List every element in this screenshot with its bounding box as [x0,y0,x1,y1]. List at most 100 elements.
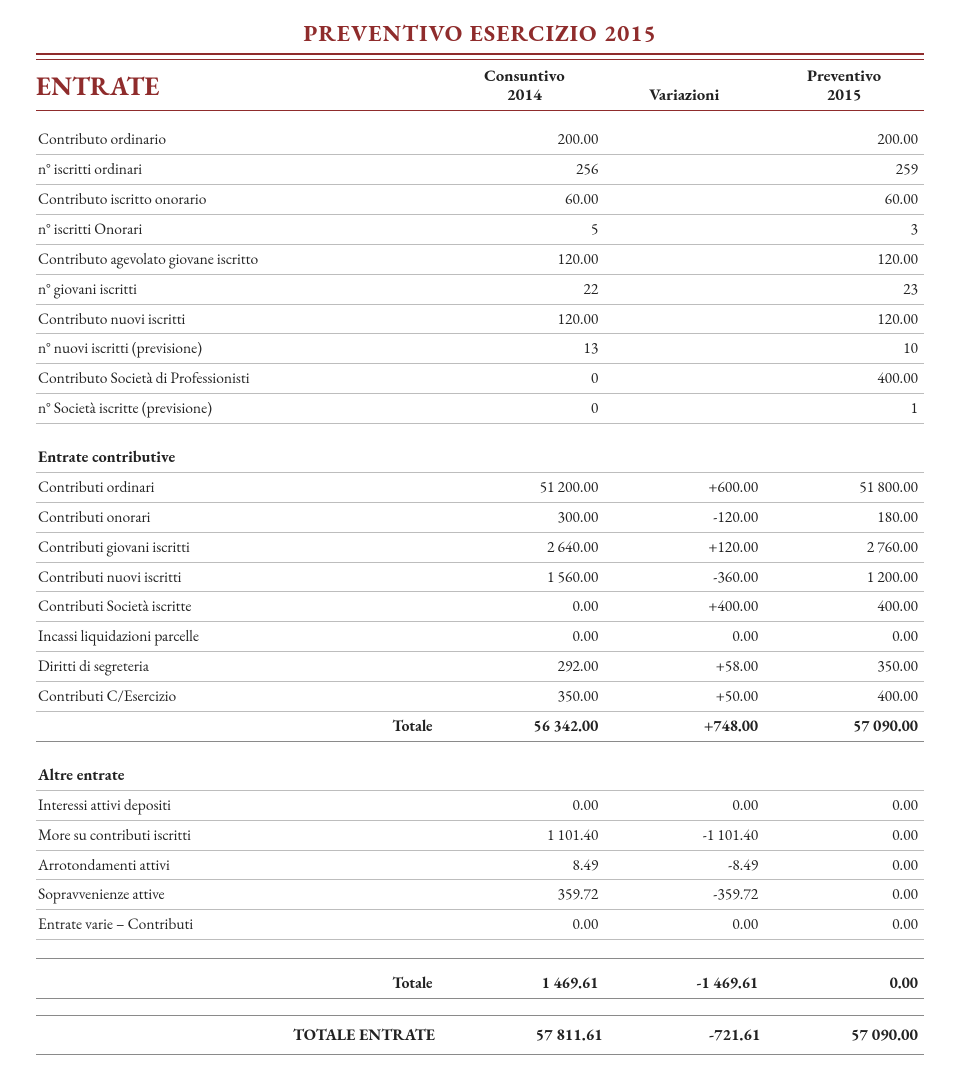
row-value-col2: -8.49 [604,850,764,880]
row-label: Arrotondamenti attivi [36,850,444,880]
row-label: Entrate varie – Contributi [36,910,444,940]
row-value-col1: 0.00 [444,910,604,940]
title-rule [36,53,924,60]
row-value-col3: 350.00 [764,652,924,682]
row-label: Contributi Società iscritte [36,592,444,622]
row-value-col3: 23 [764,274,924,304]
row-label: n° iscritti ordinari [36,154,444,184]
row-value-col1: 0.00 [444,790,604,820]
row-label: Contributi onorari [36,502,444,532]
row-label: Sopravvenienze attive [36,880,444,910]
row-value-col2 [604,274,764,304]
row-value-col3: 400.00 [764,592,924,622]
table-row: Contributo ordinario200.00200.00 [36,125,924,154]
row-value-col1: 1 469.61 [444,969,604,998]
grand-total-c3: 57 090.00 [760,1024,918,1046]
row-label: n° giovani iscritti [36,274,444,304]
row-label: n° Società iscritte (previsione) [36,394,444,424]
row-label: Contributo iscritto onorario [36,184,444,214]
row-value-col1: 359.72 [444,880,604,910]
row-value-col2 [604,154,764,184]
row-value-col2 [604,364,764,394]
row-value-col2 [604,244,764,274]
grand-total-c2: -721.61 [603,1024,761,1046]
table-row: Contributi giovani iscritti2 640.00+120.… [36,532,924,562]
section-title: Altre entrate [36,760,924,790]
table-row: n° Società iscritte (previsione)01 [36,394,924,424]
row-value-col1: 0 [444,364,604,394]
row-label: Incassi liquidazioni parcelle [36,622,444,652]
column-header-row: ENTRATE Consuntivo 2014 Variazioni Preve… [36,66,924,104]
table-row: Diritti di segreteria292.00+58.00350.00 [36,652,924,682]
row-value-col3: 120.00 [764,304,924,334]
row-value-col1: 1 560.00 [444,562,604,592]
table-row: More su contributi iscritti1 101.40-1 10… [36,820,924,850]
row-label: Contributi giovani iscritti [36,532,444,562]
row-value-col2: -360.00 [604,562,764,592]
entrate-table: Contributo ordinario200.00200.00n° iscri… [36,125,924,999]
table-row: Arrotondamenti attivi8.49-8.490.00 [36,850,924,880]
row-value-col3: 0.00 [764,622,924,652]
table-row: n° iscritti ordinari256259 [36,154,924,184]
row-value-col3: 200.00 [764,125,924,154]
spacer-row [36,742,924,761]
row-value-col1: 22 [444,274,604,304]
row-label: Contributo Società di Professionisti [36,364,444,394]
row-value-col3: 3 [764,214,924,244]
table-row: Contributi ordinari51 200.00+600.0051 80… [36,472,924,502]
col-header-variazioni: Variazioni [604,85,764,104]
row-value-col3: 0.00 [764,910,924,940]
row-label: Contributo ordinario [36,125,444,154]
row-value-col1: 5 [444,214,604,244]
row-value-col2: +600.00 [604,472,764,502]
row-value-col1: 300.00 [444,502,604,532]
table-row: Contributi C/Esercizio350.00+50.00400.00 [36,682,924,712]
row-value-col2 [604,184,764,214]
row-value-col2: +50.00 [604,682,764,712]
row-label: Contributo nuovi iscritti [36,304,444,334]
row-value-col2: +120.00 [604,532,764,562]
row-label: n° iscritti Onorari [36,214,444,244]
row-value-col3: 0.00 [764,820,924,850]
table-row: Contributo Società di Professionisti0400… [36,364,924,394]
table-row: Contributi onorari300.00-120.00180.00 [36,502,924,532]
row-value-col3: 51 800.00 [764,472,924,502]
total-label: Totale [36,969,444,998]
row-value-col1: 120.00 [444,244,604,274]
row-value-col3: 0.00 [764,880,924,910]
grand-total-row: TOTALE ENTRATE 57 811.61 -721.61 57 090.… [36,1018,924,1052]
row-label: Contributo agevolato giovane iscritto [36,244,444,274]
row-value-col2 [604,394,764,424]
table-row: n° nuovi iscritti (previsione)1310 [36,334,924,364]
row-value-col2: 0.00 [604,910,764,940]
row-value-col2 [604,214,764,244]
row-value-col1: 200.00 [444,125,604,154]
col-header-text: 2014 [507,83,542,105]
table-row: Contributo nuovi iscritti120.00120.00 [36,304,924,334]
spacer-row [36,940,924,959]
row-label: n° nuovi iscritti (previsione) [36,334,444,364]
col-header-preventivo: Preventivo 2015 [764,66,924,104]
table-row: Totale56 342.00+748.0057 090.00 [36,712,924,742]
section-title: Entrate contributive [36,442,924,472]
row-value-col3: 1 [764,394,924,424]
section-header-row: Altre entrate [36,760,924,790]
spacer-row [36,424,924,443]
row-value-col1: 51 200.00 [444,472,604,502]
table-row: Contributi Società iscritte0.00+400.0040… [36,592,924,622]
row-value-col3: 120.00 [764,244,924,274]
row-value-col2 [604,334,764,364]
row-value-col1: 0.00 [444,592,604,622]
table-row: Incassi liquidazioni parcelle0.000.000.0… [36,622,924,652]
row-value-col2: +400.00 [604,592,764,622]
row-value-col3: 2 760.00 [764,532,924,562]
row-value-col3: 0.00 [764,790,924,820]
row-value-col1: 56 342.00 [444,712,604,742]
row-value-col1: 13 [444,334,604,364]
col-header-consuntivo: Consuntivo 2014 [444,66,604,104]
row-value-col2: +748.00 [604,712,764,742]
row-value-col2: -120.00 [604,502,764,532]
col-header-text: 2015 [827,83,862,105]
doc-title: PREVENTIVO ESERCIZIO 2015 [36,18,924,49]
table-row: n° giovani iscritti22 23 [36,274,924,304]
